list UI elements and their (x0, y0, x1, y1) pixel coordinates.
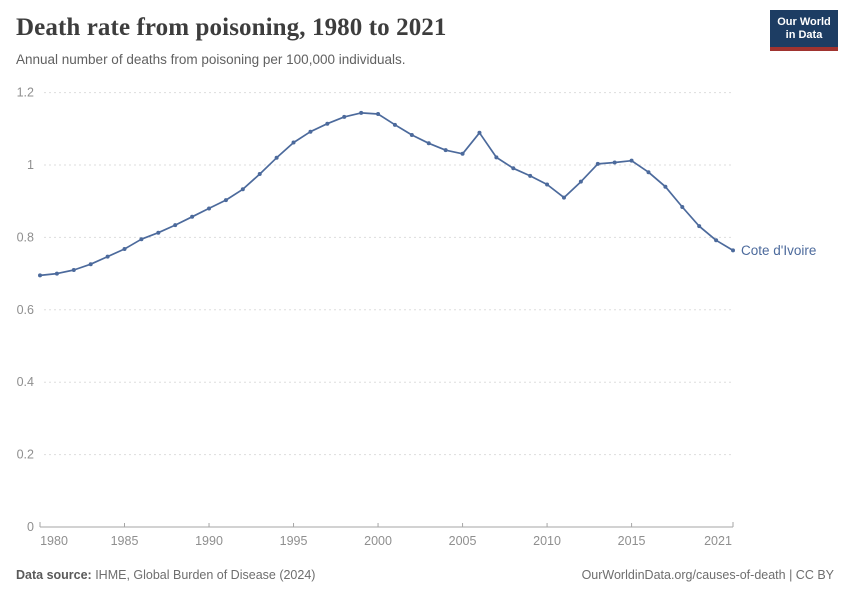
data-source-value: IHME, Global Burden of Disease (2024) (91, 568, 316, 582)
data-point[interactable] (460, 151, 465, 156)
y-axis-tick-label: 0.6 (17, 303, 34, 317)
data-point[interactable] (54, 271, 59, 276)
data-source: Data source: IHME, Global Burden of Dise… (16, 568, 315, 582)
data-point[interactable] (663, 184, 668, 189)
data-point[interactable] (88, 262, 93, 267)
data-point[interactable] (511, 166, 516, 171)
y-axis-tick-label: 0.8 (17, 230, 34, 244)
data-point[interactable] (426, 141, 431, 146)
chart-subtitle: Annual number of deaths from poisoning p… (16, 52, 406, 67)
x-axis-tick-label: 1980 (40, 534, 68, 548)
data-point[interactable] (443, 148, 448, 153)
data-point[interactable] (325, 121, 330, 126)
data-point[interactable] (714, 238, 719, 243)
data-point[interactable] (494, 155, 499, 160)
data-point[interactable] (697, 224, 702, 229)
page-title: Death rate from poisoning, 1980 to 2021 (16, 14, 447, 41)
data-source-label: Data source: (16, 568, 92, 582)
data-point[interactable] (731, 248, 735, 253)
x-axis-tick-label: 2015 (618, 534, 646, 548)
data-point[interactable] (646, 170, 651, 175)
data-point[interactable] (105, 254, 110, 259)
y-axis-tick-label: 0 (27, 520, 34, 534)
data-point[interactable] (528, 173, 533, 178)
data-point[interactable] (257, 172, 262, 177)
y-axis-tick-label: 0.2 (17, 448, 34, 462)
data-point[interactable] (173, 223, 178, 228)
y-axis-tick-label: 1.2 (17, 86, 34, 100)
x-axis-tick-label: 2021 (704, 534, 732, 548)
x-axis-tick-label: 2010 (533, 534, 561, 548)
data-point[interactable] (223, 198, 228, 203)
x-axis-tick-label: 1995 (280, 534, 308, 548)
x-axis-tick-label: 1985 (111, 534, 139, 548)
data-point[interactable] (291, 140, 296, 145)
owid-logo-text: Our World in Data (770, 10, 838, 47)
y-axis-tick-label: 0.4 (17, 375, 34, 389)
data-point[interactable] (545, 182, 550, 187)
x-axis-tick-label: 2000 (364, 534, 392, 548)
data-point[interactable] (38, 273, 42, 278)
data-point[interactable] (376, 111, 381, 116)
data-point[interactable] (359, 110, 364, 115)
data-point[interactable] (680, 204, 685, 209)
data-point[interactable] (190, 214, 195, 219)
data-point[interactable] (561, 195, 566, 200)
data-point[interactable] (409, 132, 414, 137)
data-point[interactable] (274, 155, 279, 160)
attribution-link[interactable]: OurWorldinData.org/causes-of-death | CC … (581, 568, 834, 582)
x-axis-tick-label: 2005 (449, 534, 477, 548)
data-point[interactable] (477, 130, 482, 135)
owid-logo-accent-bar (770, 47, 838, 51)
series-line (39, 112, 734, 277)
series-end-label[interactable]: Cote d'Ivoire (741, 243, 816, 258)
data-point[interactable] (629, 158, 634, 163)
data-point[interactable] (122, 246, 127, 251)
data-point[interactable] (240, 187, 245, 192)
data-point[interactable] (612, 160, 617, 165)
data-point[interactable] (71, 267, 76, 272)
data-point[interactable] (595, 161, 600, 166)
data-point[interactable] (139, 237, 144, 242)
data-point[interactable] (207, 206, 212, 211)
data-point[interactable] (308, 129, 313, 134)
data-point[interactable] (342, 114, 347, 119)
owid-logo[interactable]: Our World in Data (770, 10, 838, 51)
data-point[interactable] (156, 230, 161, 235)
data-point[interactable] (578, 179, 583, 184)
y-axis-tick-label: 1 (27, 158, 34, 172)
x-axis-tick-label: 1990 (195, 534, 223, 548)
chart-footer: Data source: IHME, Global Burden of Dise… (16, 568, 834, 582)
data-point[interactable] (392, 122, 397, 127)
